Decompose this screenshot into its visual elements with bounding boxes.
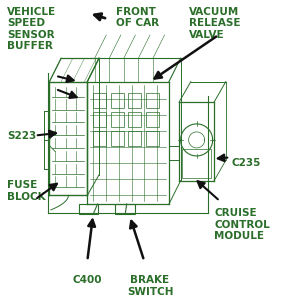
Bar (146, 93, 159, 108)
Bar (128, 93, 141, 108)
Bar (115, 204, 135, 214)
Text: VACUUM
RELEASE
VALVE: VACUUM RELEASE VALVE (189, 7, 241, 40)
Bar (182, 149, 211, 178)
Bar (93, 112, 106, 127)
Text: FRONT
OF CAR: FRONT OF CAR (116, 7, 160, 28)
Bar (146, 131, 159, 146)
Text: C235: C235 (232, 158, 261, 168)
Text: CRUISE
CONTROL
MODULE: CRUISE CONTROL MODULE (214, 208, 270, 241)
Text: C400: C400 (73, 275, 102, 286)
Bar (93, 131, 106, 146)
Bar (79, 204, 98, 214)
Text: FUSE
BLOCK: FUSE BLOCK (7, 180, 46, 202)
Text: BRAKE
SWITCH: BRAKE SWITCH (127, 275, 173, 297)
Bar (111, 131, 124, 146)
Text: S223: S223 (7, 130, 36, 140)
Bar (111, 93, 124, 108)
Bar (128, 112, 141, 127)
Text: VEHICLE
SPEED
SENSOR
BUFFER: VEHICLE SPEED SENSOR BUFFER (7, 7, 56, 51)
Bar (93, 93, 106, 108)
Bar (111, 112, 124, 127)
Bar (128, 131, 141, 146)
Bar (146, 112, 159, 127)
